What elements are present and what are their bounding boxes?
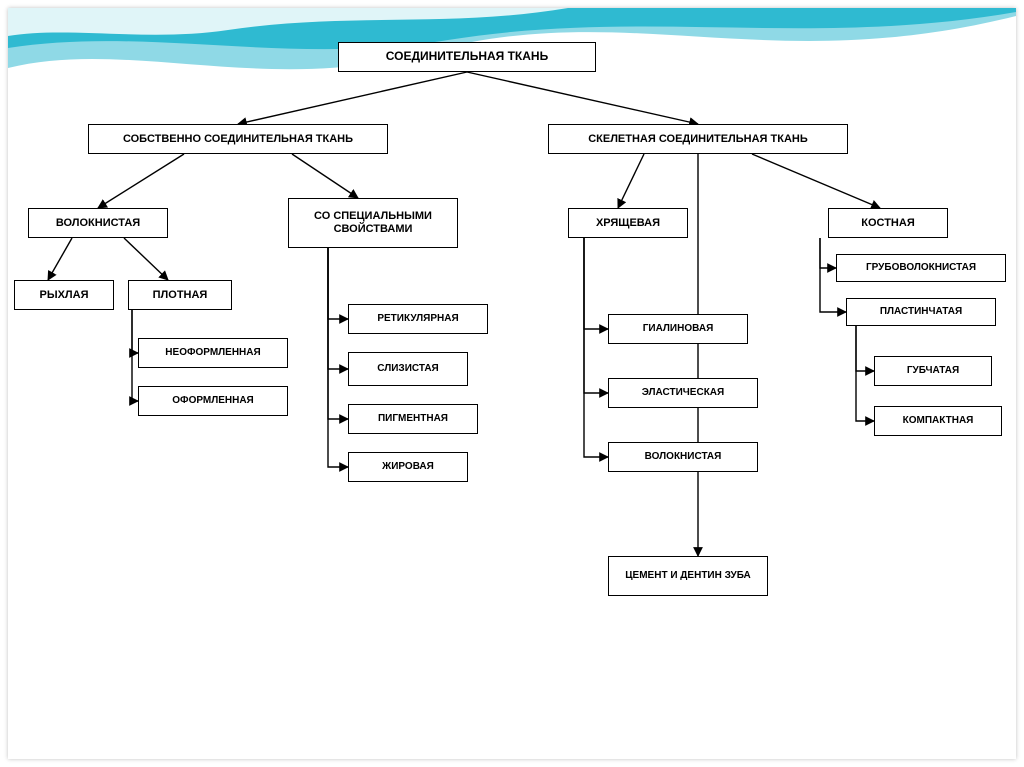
- node-root: СОЕДИНИТЕЛЬНАЯ ТКАНЬ: [338, 42, 596, 72]
- node-plast: ПЛАСТИНЧАТАЯ: [846, 298, 996, 326]
- node-skel: СКЕЛЕТНАЯ СОЕДИНИТЕЛЬНАЯ ТКАНЬ: [548, 124, 848, 154]
- node-elast: ЭЛАСТИЧЕСКАЯ: [608, 378, 758, 408]
- node-volk2: ВОЛОКНИСТАЯ: [608, 442, 758, 472]
- node-cement: ЦЕМЕНТ И ДЕНТИН ЗУБА: [608, 556, 768, 596]
- edges-layer: [8, 8, 1016, 759]
- slide-frame: СОЕДИНИТЕЛЬНАЯ ТКАНЬ СОБСТВЕННО СОЕДИНИТЕ…: [8, 8, 1016, 759]
- node-sobst: СОБСТВЕННО СОЕДИНИТЕЛЬНАЯ ТКАНЬ: [88, 124, 388, 154]
- node-kost: КОСТНАЯ: [828, 208, 948, 238]
- node-pigm: ПИГМЕНТНАЯ: [348, 404, 478, 434]
- node-retik: РЕТИКУЛЯРНАЯ: [348, 304, 488, 334]
- node-sliz: СЛИЗИСТАЯ: [348, 352, 468, 386]
- node-ryh: РЫХЛАЯ: [14, 280, 114, 310]
- node-zhir: ЖИРОВАЯ: [348, 452, 468, 482]
- node-grub: ГРУБОВОЛОКНИСТАЯ: [836, 254, 1006, 282]
- node-volok: ВОЛОКНИСТАЯ: [28, 208, 168, 238]
- node-gubch: ГУБЧАТАЯ: [874, 356, 992, 386]
- node-gial: ГИАЛИНОВАЯ: [608, 314, 748, 344]
- node-ofor: ОФОРМЛЕННАЯ: [138, 386, 288, 416]
- node-komp: КОМПАКТНАЯ: [874, 406, 1002, 436]
- node-plot: ПЛОТНАЯ: [128, 280, 232, 310]
- node-neof: НЕОФОРМЛЕННАЯ: [138, 338, 288, 368]
- node-spec: СО СПЕЦИАЛЬНЫМИ СВОЙСТВАМИ: [288, 198, 458, 248]
- node-hryash: ХРЯЩЕВАЯ: [568, 208, 688, 238]
